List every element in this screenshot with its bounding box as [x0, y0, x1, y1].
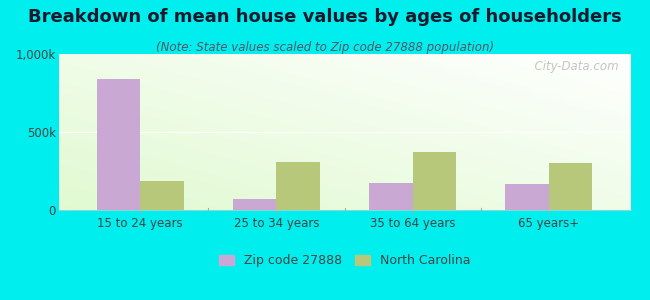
- Legend: Zip code 27888, North Carolina: Zip code 27888, North Carolina: [214, 249, 475, 272]
- Bar: [413, 152, 456, 210]
- Bar: [276, 162, 320, 210]
- Bar: [369, 183, 413, 210]
- Bar: [140, 181, 184, 210]
- Text: Breakdown of mean house values by ages of householders: Breakdown of mean house values by ages o…: [28, 8, 622, 26]
- Bar: [505, 184, 549, 210]
- Bar: [549, 163, 592, 210]
- Text: City-Data.com: City-Data.com: [527, 60, 619, 73]
- Bar: [233, 199, 276, 210]
- Text: (Note: State values scaled to Zip code 27888 population): (Note: State values scaled to Zip code 2…: [156, 40, 494, 53]
- Bar: [97, 79, 140, 210]
